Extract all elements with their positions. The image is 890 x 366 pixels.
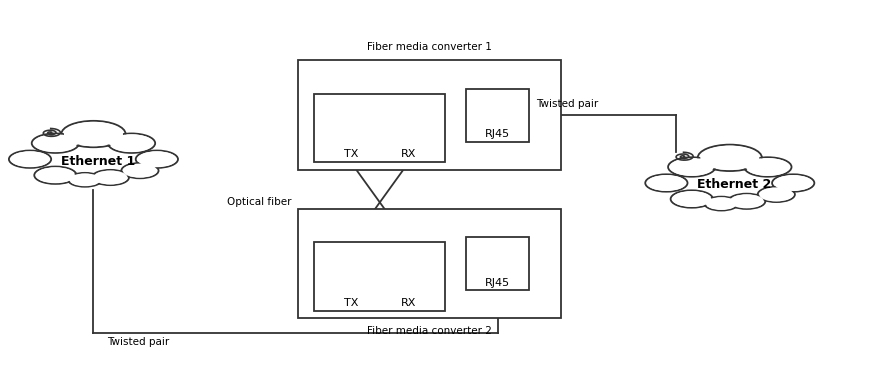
Circle shape (9, 150, 51, 168)
Circle shape (136, 150, 178, 168)
Text: TX: TX (344, 298, 358, 307)
Circle shape (772, 174, 814, 192)
Circle shape (69, 173, 101, 187)
Circle shape (670, 158, 714, 176)
Circle shape (61, 121, 125, 147)
Circle shape (34, 134, 77, 152)
Bar (314, 242, 446, 310)
Circle shape (645, 174, 688, 192)
Bar (298, 209, 561, 318)
Circle shape (759, 187, 793, 201)
Text: RJ45: RJ45 (485, 130, 510, 139)
Circle shape (757, 187, 795, 202)
Bar (466, 237, 530, 290)
Text: RX: RX (401, 149, 417, 159)
Circle shape (35, 167, 77, 184)
Circle shape (672, 191, 711, 207)
Text: Optical fiber: Optical fiber (227, 197, 291, 208)
Circle shape (93, 171, 127, 184)
Circle shape (36, 167, 75, 183)
Circle shape (123, 164, 157, 178)
Text: Ethernet 1: Ethernet 1 (61, 154, 135, 168)
Text: RJ45: RJ45 (485, 278, 510, 288)
Text: TX: TX (344, 149, 358, 159)
Circle shape (746, 158, 789, 176)
Circle shape (698, 145, 762, 171)
Circle shape (11, 151, 50, 167)
Circle shape (668, 157, 716, 177)
Circle shape (121, 163, 158, 178)
Circle shape (109, 134, 153, 152)
Circle shape (64, 122, 123, 146)
Circle shape (92, 170, 129, 185)
Circle shape (137, 151, 176, 167)
Circle shape (728, 194, 765, 209)
Text: Twisted pair: Twisted pair (537, 99, 599, 109)
Text: Twisted pair: Twisted pair (107, 337, 169, 347)
Circle shape (705, 197, 739, 210)
Circle shape (706, 197, 737, 210)
Circle shape (32, 134, 79, 153)
Text: RX: RX (401, 298, 417, 307)
Circle shape (700, 146, 759, 170)
Bar (314, 94, 446, 162)
Circle shape (69, 173, 101, 186)
Circle shape (671, 190, 713, 208)
Circle shape (744, 157, 791, 177)
Text: Fiber media converter 1: Fiber media converter 1 (367, 42, 492, 52)
Circle shape (730, 194, 764, 208)
Text: Ethernet 2: Ethernet 2 (697, 178, 772, 191)
Bar (298, 60, 561, 170)
Circle shape (773, 175, 813, 191)
Bar (466, 89, 530, 142)
Circle shape (647, 175, 686, 191)
Circle shape (108, 134, 155, 153)
Text: Fiber media converter 2: Fiber media converter 2 (367, 326, 492, 336)
